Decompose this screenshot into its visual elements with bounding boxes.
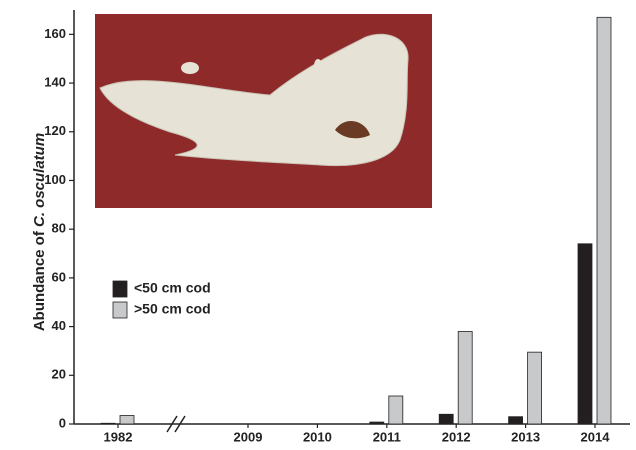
- x-tick-label: 1982: [104, 429, 133, 444]
- bar: [100, 422, 116, 425]
- y-tick-label: 40: [52, 318, 66, 333]
- y-tick-label: 120: [44, 123, 66, 138]
- photo-subject: [99, 33, 409, 167]
- bar: [508, 416, 524, 425]
- bar: [119, 415, 135, 425]
- x-tick-label: 2010: [303, 429, 332, 444]
- y-axis-label: Abundance of C. osculatum: [31, 133, 48, 331]
- y-tick-label: 160: [44, 26, 66, 41]
- x-tick-label: 2013: [511, 429, 540, 444]
- legend-swatch: [112, 301, 128, 319]
- legend-label: <50 cm cod: [134, 280, 211, 296]
- y-axis-label-italic: C. osculatum: [31, 133, 48, 227]
- x-tick-label: 2009: [234, 429, 263, 444]
- bar: [388, 395, 404, 425]
- inset-photo: [95, 14, 432, 208]
- x-tick-label: 2011: [373, 429, 401, 444]
- photo-fragment: [181, 62, 199, 74]
- bar: [369, 421, 385, 425]
- x-tick-label: 2014: [581, 429, 611, 444]
- y-tick-label: 0: [59, 415, 66, 430]
- y-tick-label: 140: [44, 74, 66, 89]
- photo-fragment: [314, 59, 322, 73]
- y-tick-label: 100: [44, 172, 66, 187]
- y-tick-label: 60: [52, 269, 66, 284]
- legend-label: >50 cm cod: [134, 301, 211, 317]
- x-tick-label: 2012: [442, 429, 471, 444]
- bar: [596, 16, 612, 425]
- bar: [438, 413, 454, 425]
- axis-break: [166, 415, 178, 433]
- photo-detail: [335, 120, 370, 139]
- bar: [457, 331, 473, 425]
- bar: [577, 243, 593, 425]
- bar: [527, 351, 542, 425]
- legend-swatch: [112, 280, 128, 298]
- y-tick-label: 80: [52, 221, 66, 236]
- axis-break: [174, 415, 186, 433]
- y-tick-label: 20: [52, 367, 66, 382]
- y-axis-label-text: Abundance of: [31, 230, 48, 331]
